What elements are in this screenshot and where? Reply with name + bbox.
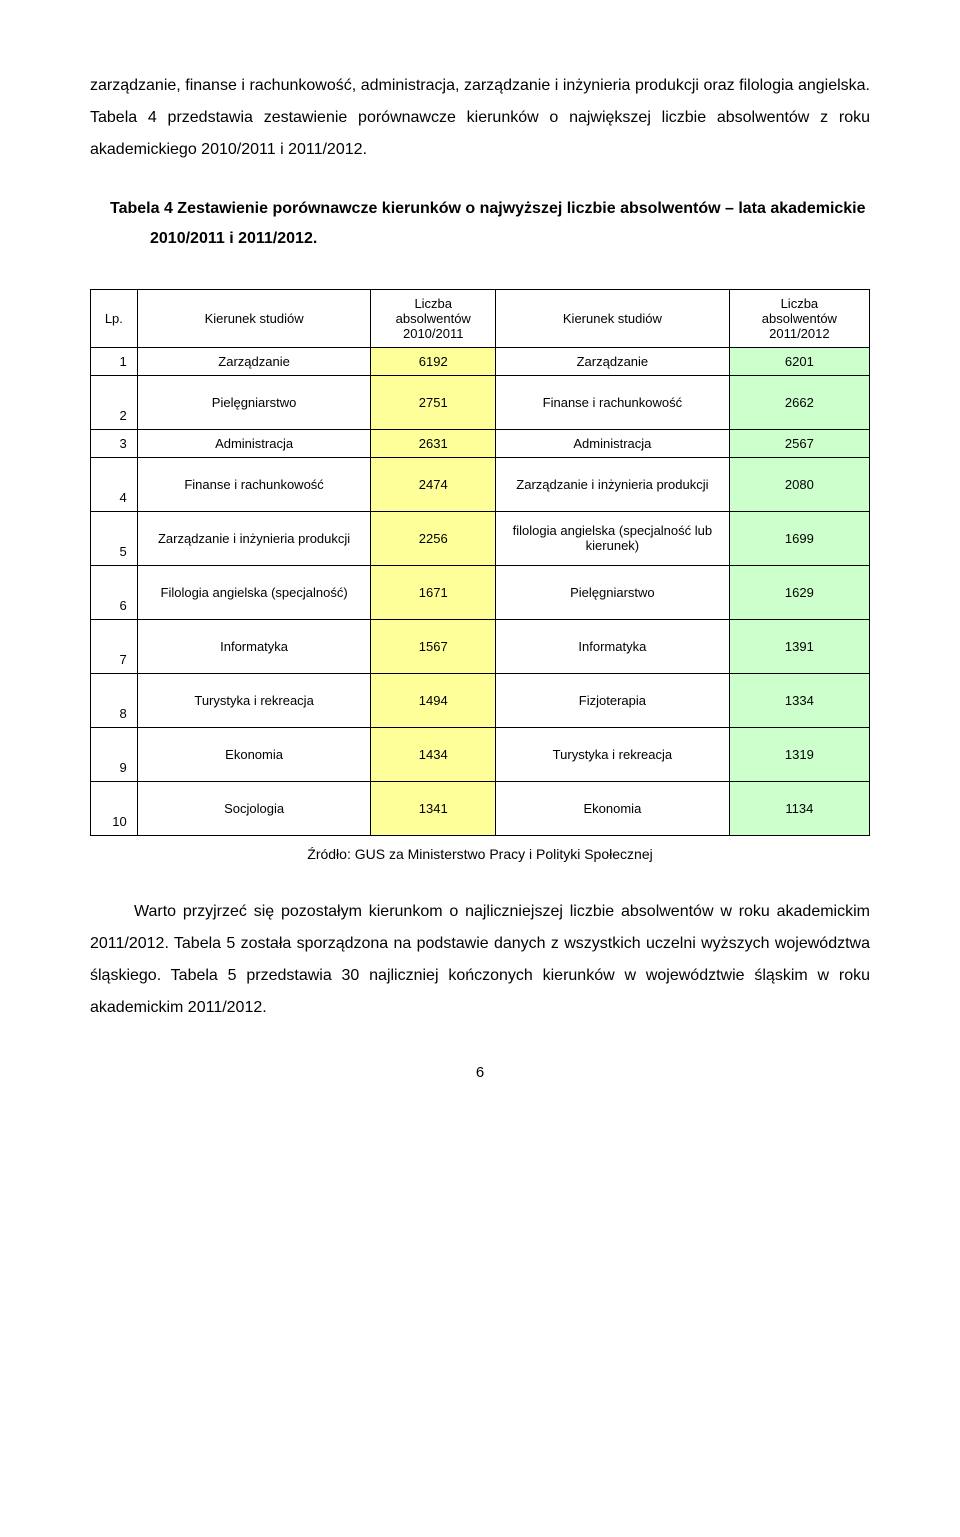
- cell-kierunek-1: Administracja: [137, 429, 371, 457]
- cell-kierunek-1: Informatyka: [137, 619, 371, 673]
- intro-paragraph: zarządzanie, finanse i rachunkowość, adm…: [90, 70, 870, 166]
- cell-kierunek-1: Finanse i rachunkowość: [137, 457, 371, 511]
- cell-kierunek-1: Pielęgniarstwo: [137, 375, 371, 429]
- cell-liczba-1: 2631: [371, 429, 496, 457]
- cell-liczba-1: 1671: [371, 565, 496, 619]
- table-row: 10Socjologia1341Ekonomia1134: [91, 781, 870, 835]
- cell-lp: 7: [91, 619, 138, 673]
- cell-kierunek-2: Zarządzanie i inżynieria produkcji: [496, 457, 730, 511]
- table-row: 1Zarządzanie6192Zarządzanie6201: [91, 347, 870, 375]
- cell-liczba-2: 2080: [729, 457, 869, 511]
- cell-liczba-2: 2662: [729, 375, 869, 429]
- cell-kierunek-1: Socjologia: [137, 781, 371, 835]
- cell-liczba-2: 1391: [729, 619, 869, 673]
- table-title: Tabela 4 Zestawienie porównawcze kierunk…: [90, 194, 870, 255]
- cell-kierunek-1: Zarządzanie i inżynieria produkcji: [137, 511, 371, 565]
- cell-liczba-1: 2474: [371, 457, 496, 511]
- cell-liczba-1: 1434: [371, 727, 496, 781]
- table-row: 7Informatyka1567Informatyka1391: [91, 619, 870, 673]
- cell-liczba-1: 1341: [371, 781, 496, 835]
- cell-kierunek-2: Informatyka: [496, 619, 730, 673]
- table-row: 2Pielęgniarstwo2751Finanse i rachunkowoś…: [91, 375, 870, 429]
- cell-lp: 1: [91, 347, 138, 375]
- table-row: 5Zarządzanie i inżynieria produkcji2256f…: [91, 511, 870, 565]
- cell-kierunek-2: Ekonomia: [496, 781, 730, 835]
- cell-kierunek-2: Pielęgniarstwo: [496, 565, 730, 619]
- table-row: 9Ekonomia1434Turystyka i rekreacja1319: [91, 727, 870, 781]
- cell-kierunek-2: Finanse i rachunkowość: [496, 375, 730, 429]
- cell-lp: 4: [91, 457, 138, 511]
- table-source: Źródło: GUS za Ministerstwo Pracy i Poli…: [90, 846, 870, 862]
- cell-kierunek-2: Zarządzanie: [496, 347, 730, 375]
- cell-lp: 5: [91, 511, 138, 565]
- closing-paragraph: Warto przyjrzeć się pozostałym kierunkom…: [90, 896, 870, 1024]
- cell-liczba-2: 6201: [729, 347, 869, 375]
- cell-kierunek-2: filologia angielska (specjalność lub kie…: [496, 511, 730, 565]
- header-liczba-2: Liczba absolwentów 2011/2012: [729, 289, 869, 347]
- cell-lp: 3: [91, 429, 138, 457]
- cell-lp: 2: [91, 375, 138, 429]
- cell-liczba-1: 2751: [371, 375, 496, 429]
- cell-kierunek-1: Filologia angielska (specjalność): [137, 565, 371, 619]
- header-lp: Lp.: [91, 289, 138, 347]
- cell-kierunek-2: Fizjoterapia: [496, 673, 730, 727]
- table-row: 4Finanse i rachunkowość2474Zarządzanie i…: [91, 457, 870, 511]
- header-kierunek-2: Kierunek studiów: [496, 289, 730, 347]
- cell-lp: 8: [91, 673, 138, 727]
- page-number: 6: [90, 1064, 870, 1081]
- cell-liczba-2: 1699: [729, 511, 869, 565]
- cell-kierunek-2: Turystyka i rekreacja: [496, 727, 730, 781]
- header-liczba-1: Liczba absolwentów 2010/2011: [371, 289, 496, 347]
- cell-kierunek-1: Ekonomia: [137, 727, 371, 781]
- cell-liczba-1: 1494: [371, 673, 496, 727]
- cell-kierunek-1: Zarządzanie: [137, 347, 371, 375]
- cell-liczba-2: 1334: [729, 673, 869, 727]
- cell-liczba-2: 1629: [729, 565, 869, 619]
- cell-kierunek-1: Turystyka i rekreacja: [137, 673, 371, 727]
- comparison-table: Lp. Kierunek studiów Liczba absolwentów …: [90, 289, 870, 836]
- cell-liczba-2: 1134: [729, 781, 869, 835]
- cell-liczba-1: 1567: [371, 619, 496, 673]
- cell-lp: 6: [91, 565, 138, 619]
- table-header-row: Lp. Kierunek studiów Liczba absolwentów …: [91, 289, 870, 347]
- cell-liczba-2: 2567: [729, 429, 869, 457]
- cell-lp: 9: [91, 727, 138, 781]
- cell-liczba-2: 1319: [729, 727, 869, 781]
- cell-liczba-1: 6192: [371, 347, 496, 375]
- header-kierunek-1: Kierunek studiów: [137, 289, 371, 347]
- cell-lp: 10: [91, 781, 138, 835]
- cell-kierunek-2: Administracja: [496, 429, 730, 457]
- table-row: 6Filologia angielska (specjalność)1671Pi…: [91, 565, 870, 619]
- table-row: 8Turystyka i rekreacja1494Fizjoterapia13…: [91, 673, 870, 727]
- cell-liczba-1: 2256: [371, 511, 496, 565]
- table-row: 3Administracja2631Administracja2567: [91, 429, 870, 457]
